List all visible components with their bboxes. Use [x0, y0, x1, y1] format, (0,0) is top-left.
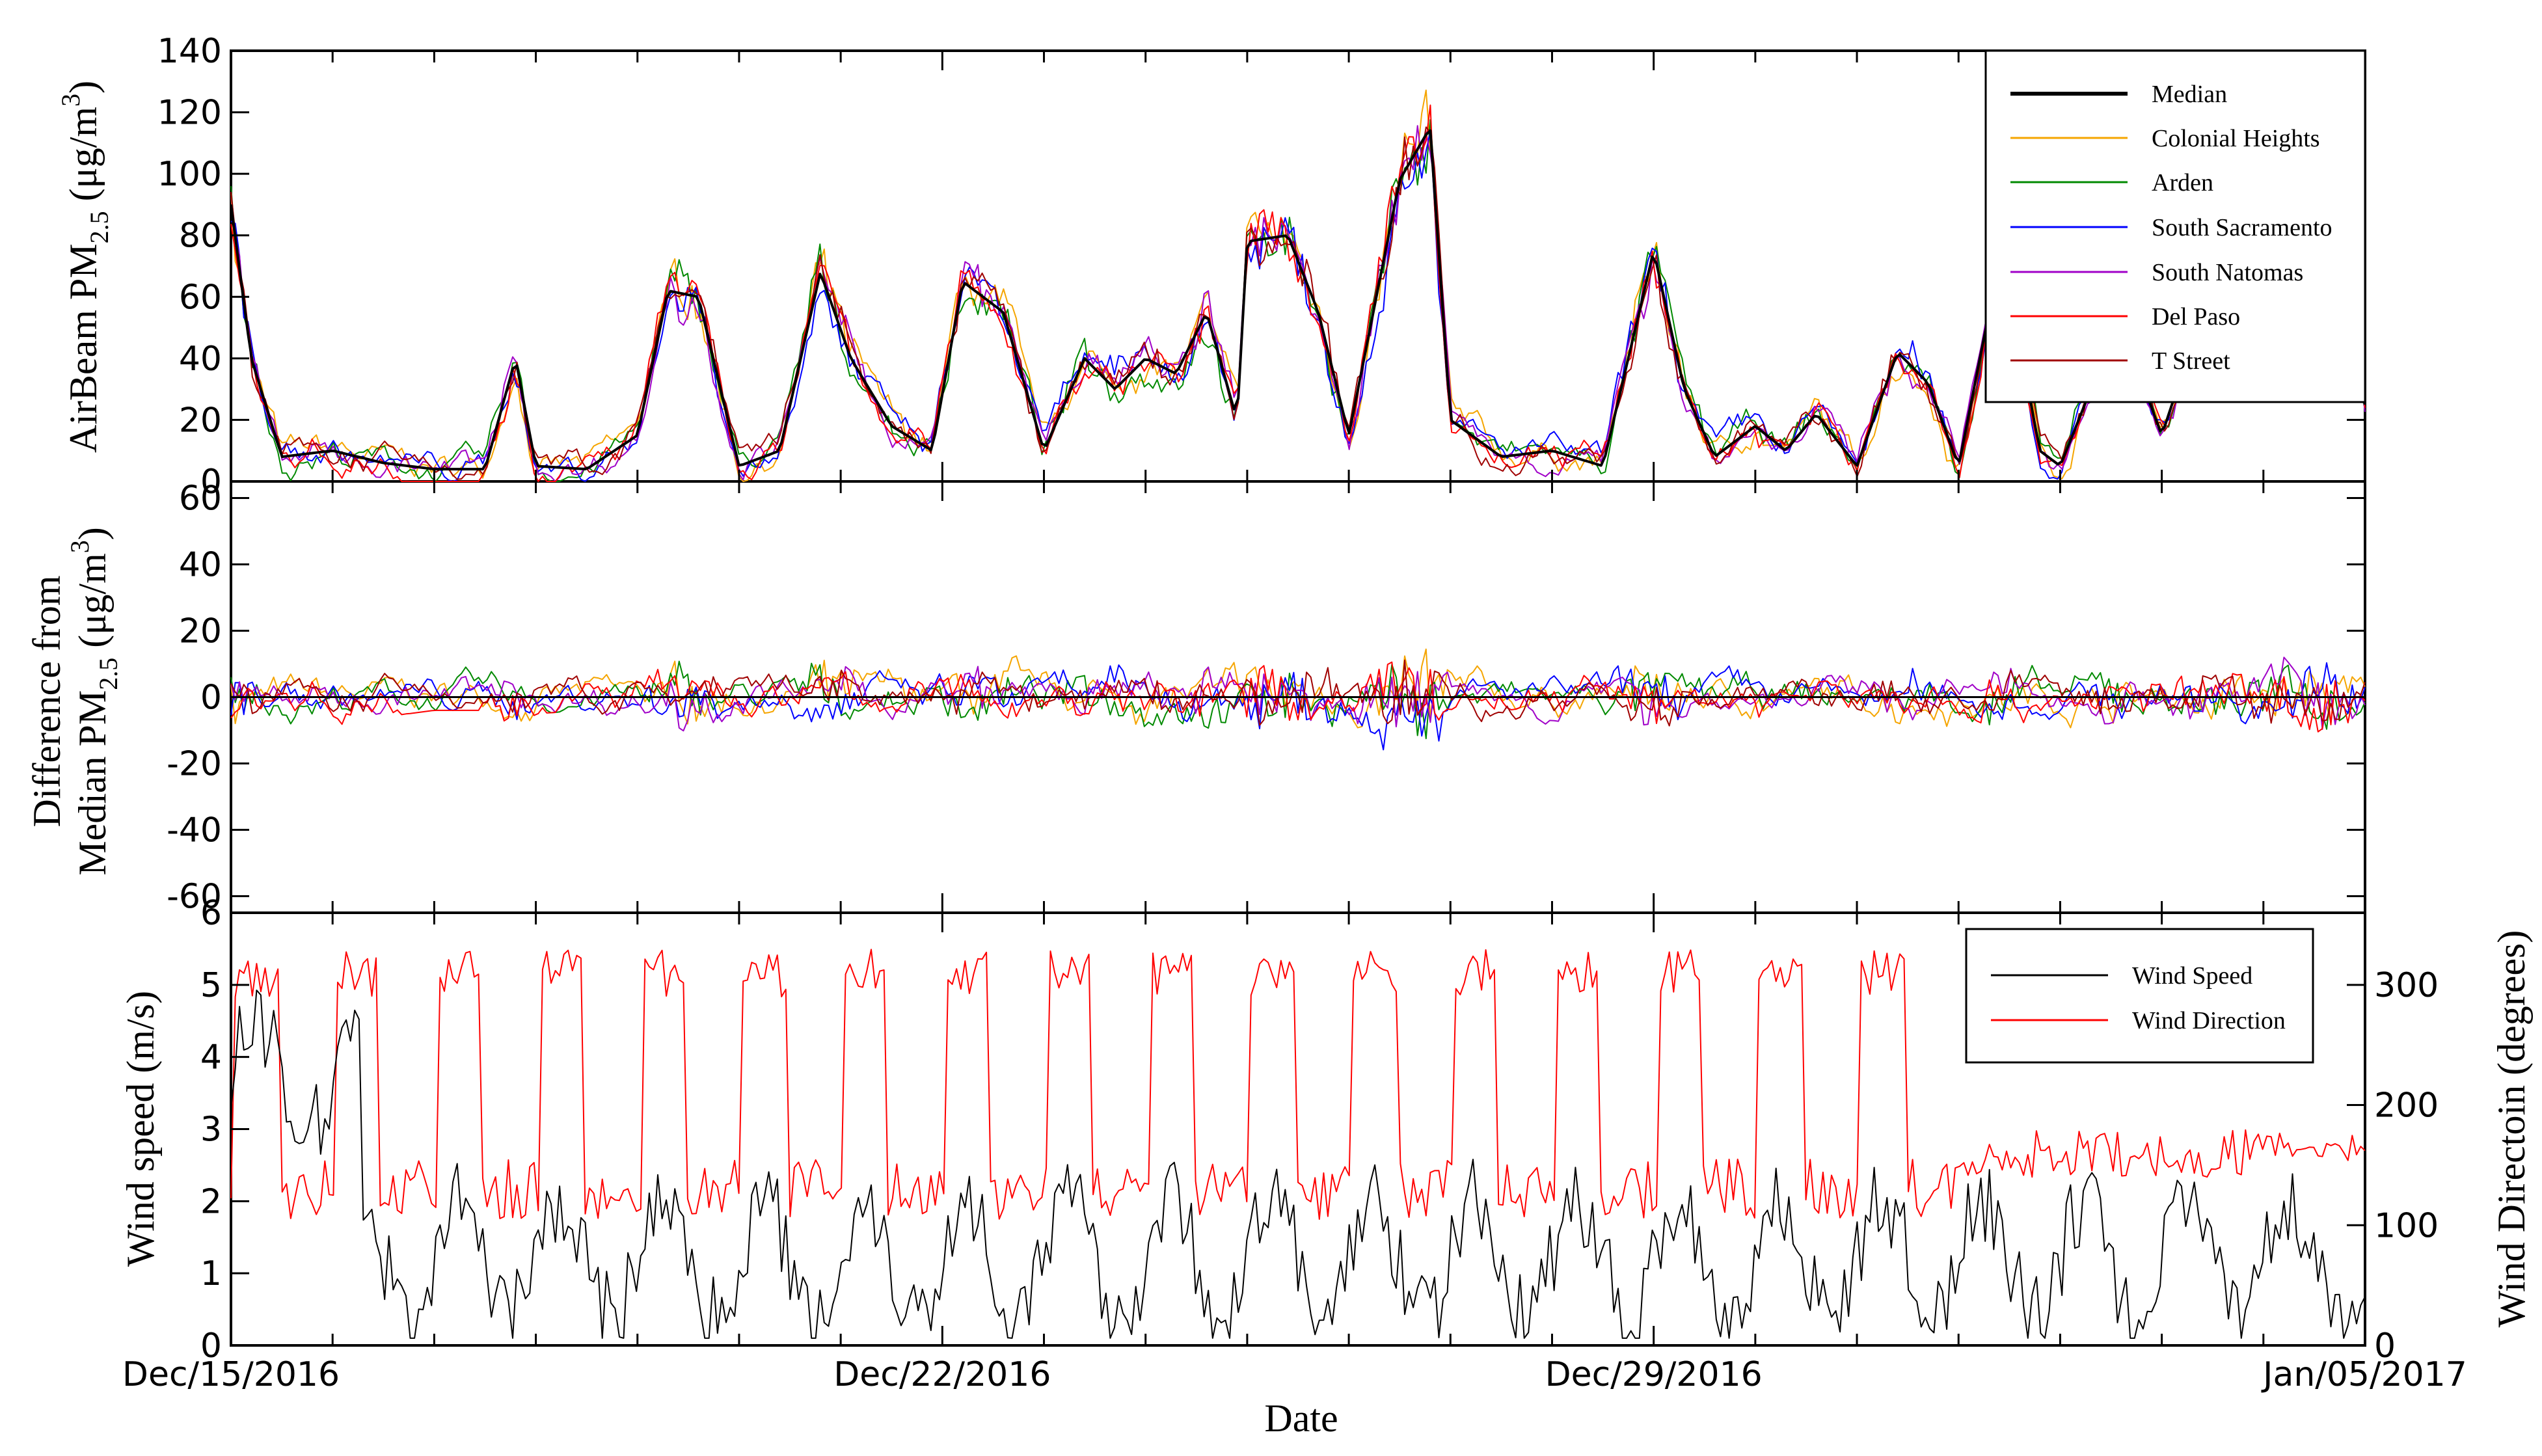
legend-label-median: Median: [2152, 81, 2227, 108]
y-tick-label: 2: [200, 1182, 222, 1221]
y-tick-label: -60: [167, 878, 222, 917]
middle-ylabel-line2: Median PM2.5 (μg/m3): [65, 527, 123, 875]
y-tick-right-label: 100: [2374, 1206, 2439, 1245]
legend-label-south-sacramento: South Sacramento: [2152, 214, 2332, 241]
x-tick-label: Dec/15/2016: [122, 1355, 340, 1394]
y-tick-label: 140: [157, 32, 222, 71]
wind-direction-line: [230, 949, 2366, 1220]
diff-line-del-paso: [230, 661, 2366, 733]
middle-ylabel-sup: 3: [65, 540, 94, 553]
y-tick-label: 3: [200, 1111, 222, 1150]
top-legend: Median Colonial Heights Arden South Sacr…: [1984, 49, 2366, 403]
legend-label-arden: Arden: [2152, 169, 2213, 196]
middle-ylabel-close: ): [71, 527, 114, 540]
y-tick-label: 0: [200, 679, 222, 718]
legend-label-t-street: T Street: [2152, 347, 2230, 375]
bottom-legend-box: [1965, 928, 2314, 1064]
diff-line-colonial-heights: [230, 648, 2366, 729]
y-tick-label: 100: [157, 155, 222, 194]
y-tick-label: 40: [179, 546, 222, 585]
legend-label-wind-direction: Wind Direction: [2132, 1007, 2286, 1034]
middle-ylabel-main: Median PM: [71, 690, 114, 876]
top-ylabel: AirBeam PM2.5 (μg/m3): [56, 81, 114, 453]
y-tick-label: 40: [179, 340, 222, 379]
top-ylabel-sub: 2.5: [85, 211, 114, 243]
y-tick-label: -40: [167, 811, 222, 850]
y-tick-label: 6: [200, 894, 222, 933]
y-tick-label: 20: [179, 612, 222, 651]
y-tick-label: 4: [200, 1038, 222, 1077]
y-tick-label: 0: [200, 463, 222, 502]
y-tick-label: 1: [200, 1254, 222, 1293]
y-tick-label: -20: [167, 745, 222, 784]
y-tick-label: 60: [179, 278, 222, 317]
legend-label-del-paso: Del Paso: [2152, 303, 2240, 330]
y-tick-label: 20: [179, 401, 222, 440]
y-tick-label: 5: [200, 966, 222, 1005]
legend-label-south-natomas: South Natomas: [2152, 259, 2303, 286]
top-ylabel-sup: 3: [56, 94, 85, 107]
y-tick-right-label: 0: [2374, 1327, 2396, 1366]
wind-speed-line: [230, 990, 2366, 1339]
y-tick-label: 80: [179, 217, 222, 256]
legend-label-wind-speed: Wind Speed: [2132, 962, 2252, 990]
bottom-legend: Wind Speed Wind Direction: [1965, 928, 2314, 1064]
x-tick-label: Dec/22/2016: [833, 1355, 1051, 1394]
plot-lines: [230, 89, 2366, 1339]
top-ylabel-close: ): [62, 81, 105, 94]
middle-ylabel-unit: (μg/m: [71, 553, 114, 658]
y-tick-label: 0: [200, 1327, 222, 1366]
x-tick-label: Dec/29/2016: [1545, 1355, 1763, 1394]
top-ylabel-unit: (μg/m: [62, 107, 105, 211]
top-ylabel-main: AirBeam PM: [62, 243, 105, 453]
x-axis-label: Date: [1264, 1397, 1338, 1440]
bottom-ylabel: Wind speed (m/s): [119, 991, 162, 1267]
y-tick-label: 120: [157, 94, 222, 133]
axis-ticks: 020406080100120140-60-40-200204060012345…: [122, 32, 2467, 1394]
bottom-ylabel-right: Wind Directoin (degrees): [2490, 930, 2533, 1328]
x-tick-label: Jan/05/2017: [2261, 1355, 2467, 1394]
y-tick-right-label: 300: [2374, 966, 2439, 1005]
middle-ylabel-line1: Difference from: [25, 575, 68, 827]
y-tick-right-label: 200: [2374, 1086, 2439, 1126]
middle-ylabel-sub: 2.5: [94, 658, 123, 690]
y-tick-label: 60: [179, 479, 222, 519]
legend-label-colonial-heights: Colonial Heights: [2152, 125, 2320, 152]
diff-line-arden: [230, 660, 2366, 740]
